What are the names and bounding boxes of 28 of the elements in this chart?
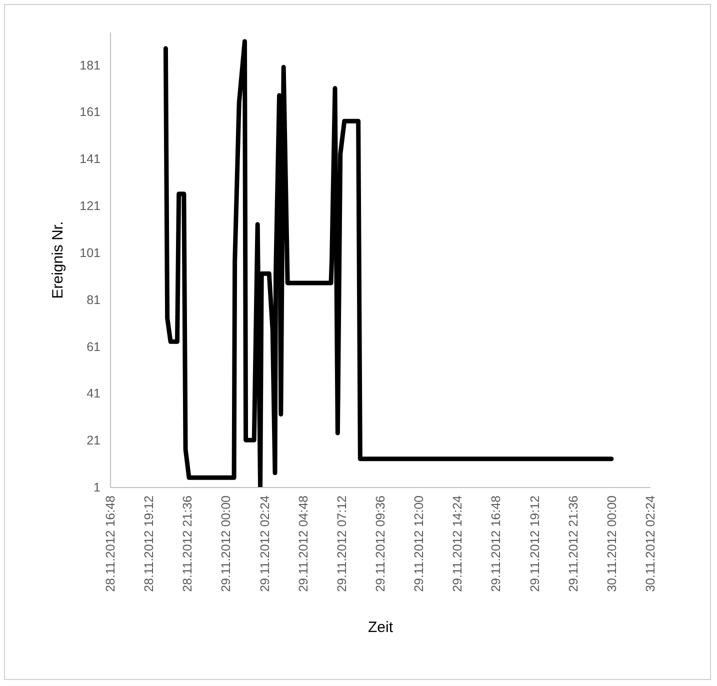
y-tick-label: 41 bbox=[86, 386, 101, 401]
x-tick-label: 29.11.2012 04:48 bbox=[296, 495, 310, 592]
x-tick-label: 28.11.2012 21:36 bbox=[180, 495, 195, 592]
y-tick-label: 61 bbox=[86, 340, 101, 354]
y-tick-label: 121 bbox=[80, 199, 101, 214]
y-tick-label: 181 bbox=[80, 58, 101, 72]
y-tick-label: 141 bbox=[80, 152, 101, 166]
x-tick-label: 29.11.2012 16:48 bbox=[489, 495, 504, 592]
y-tick-label: 81 bbox=[86, 292, 101, 307]
x-tick-label: 28.11.2012 19:12 bbox=[142, 495, 156, 592]
y-axis-title: Ereignis Nr. bbox=[50, 221, 67, 299]
x-tick-label: 28.11.2012 16:48 bbox=[104, 495, 118, 592]
x-tick-label: 29.11.2012 02:24 bbox=[258, 495, 272, 592]
x-tick-label: 29.11.2012 12:00 bbox=[412, 495, 426, 592]
x-tick-label: 29.11.2012 19:12 bbox=[528, 495, 542, 592]
y-tick-label: 21 bbox=[86, 434, 101, 448]
x-tick-label: 29.11.2012 09:36 bbox=[374, 495, 388, 592]
x-tick-label: 30.11.2012 00:00 bbox=[604, 495, 619, 592]
line-series bbox=[163, 39, 614, 487]
x-tick-label: 30.11.2012 02:24 bbox=[644, 495, 658, 592]
x-axis-title: Zeit bbox=[368, 618, 394, 636]
y-tick-label: 1 bbox=[94, 480, 101, 494]
x-tick-label: 29.11.2012 07:12 bbox=[334, 495, 349, 592]
x-tick-label: 29.11.2012 14:24 bbox=[450, 495, 465, 592]
x-tick-label: 29.11.2012 00:00 bbox=[219, 495, 234, 592]
x-tick-label: 29.11.2012 21:36 bbox=[566, 495, 580, 592]
y-tick-label: 101 bbox=[80, 246, 101, 260]
y-tick-label: 161 bbox=[80, 105, 101, 120]
